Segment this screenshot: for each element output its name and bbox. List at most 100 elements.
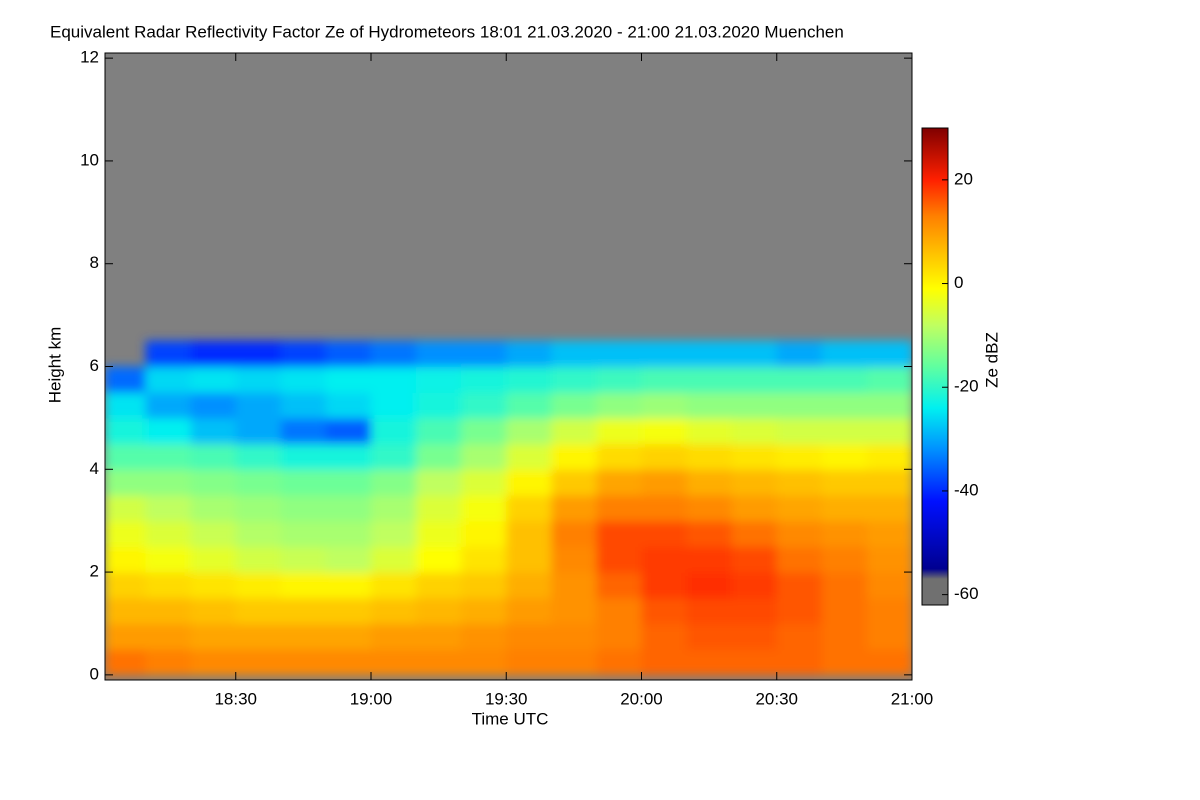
heatmap-cell (821, 494, 868, 522)
heatmap-cell (641, 572, 688, 599)
heatmap-cell (821, 572, 868, 599)
heatmap-cell (235, 340, 282, 368)
heatmap-cell (370, 520, 417, 547)
x-tick-label: 20:30 (755, 689, 798, 708)
heatmap-cell (686, 546, 733, 573)
heatmap-cell (145, 494, 192, 522)
heatmap-cell (105, 392, 147, 419)
heatmap-cell (370, 494, 417, 522)
heatmap-cell (416, 443, 462, 470)
colorbar-tick-label: 20 (954, 169, 973, 188)
heatmap-cell (731, 597, 778, 625)
heatmap-cell (105, 623, 147, 650)
heatmap-cell (461, 520, 507, 547)
heatmap-cell (416, 392, 462, 419)
heatmap-cell (821, 366, 868, 393)
heatmap-cell (461, 546, 507, 573)
colorbar-frame (921, 127, 949, 606)
heatmap-cell (866, 417, 912, 445)
heatmap-cell (145, 649, 192, 676)
heatmap-cell (596, 443, 643, 470)
chart-title: Equivalent Radar Reflectivity Factor Ze … (50, 22, 844, 41)
heatmap-cell (506, 520, 552, 547)
heatmap-cell (821, 443, 868, 470)
heatmap-cell (731, 494, 778, 522)
x-tick-label: 19:00 (350, 689, 393, 708)
heatmap-cell (641, 417, 688, 445)
heatmap-cell (686, 572, 733, 599)
heatmap-cell (731, 520, 778, 547)
heatmap-cell (235, 520, 282, 547)
heatmap-cell (145, 597, 192, 625)
heatmap-cell (416, 546, 462, 573)
heatmap-cell (866, 469, 912, 496)
y-tick-label: 4 (90, 459, 99, 478)
y-tick-label: 10 (80, 150, 99, 169)
heatmap-cell (776, 597, 823, 625)
heatmap-cell (866, 392, 912, 419)
heatmap-cell (731, 623, 778, 650)
heatmap-cell (641, 520, 688, 547)
heatmap-cell (190, 597, 237, 625)
heatmap-cell (370, 366, 417, 393)
heatmap-cell (190, 494, 237, 522)
heatmap-cell (235, 469, 282, 496)
heatmap-cell (596, 546, 643, 573)
heatmap-cell (235, 546, 282, 573)
heatmap-cell (506, 392, 552, 419)
heatmap-cell (145, 572, 192, 599)
heatmap-cell (596, 649, 643, 676)
heatmap-cell (551, 417, 598, 445)
heatmap-cell (145, 392, 192, 419)
heatmap-cell (190, 443, 237, 470)
heatmap-cell (821, 546, 868, 573)
x-axis-label: Time UTC (472, 709, 549, 728)
heatmap-cell (105, 572, 147, 599)
heatmap-cell (280, 494, 327, 522)
heatmap-cell (416, 597, 462, 625)
heatmap-cell (416, 572, 462, 599)
colorbar-label: Ze dBZ (982, 332, 1001, 388)
heatmap-cell (686, 417, 733, 445)
heatmap-cell (866, 572, 912, 599)
heatmap-cell (596, 366, 643, 393)
heatmap-cell (280, 572, 327, 599)
heatmap-cell (461, 494, 507, 522)
heatmap-cell (551, 623, 598, 650)
heatmap-cell (596, 572, 643, 599)
heatmap-cell (325, 494, 372, 522)
heatmap-cell (641, 366, 688, 393)
heatmap-cell (370, 443, 417, 470)
heatmap-cell (596, 623, 643, 650)
heatmap-cell (235, 443, 282, 470)
heatmap-cell (105, 469, 147, 496)
heatmap-cell (280, 520, 327, 547)
heatmap-cell (731, 572, 778, 599)
colorbar-tick-label: -40 (954, 480, 979, 499)
heatmap-cell (105, 649, 147, 676)
heatmap-cell (190, 520, 237, 547)
heatmap-cell (686, 340, 733, 368)
heatmap-cell (866, 340, 912, 368)
heatmap-cell (190, 546, 237, 573)
y-tick-label: 12 (80, 48, 99, 67)
heatmap-cell (235, 417, 282, 445)
heatmap-cell (235, 623, 282, 650)
y-tick-label: 2 (90, 562, 99, 581)
heatmap-cell (731, 443, 778, 470)
heatmap-cell (731, 469, 778, 496)
heatmap-cell (641, 649, 688, 676)
heatmap-cell (866, 649, 912, 676)
heatmap-cell (461, 597, 507, 625)
heatmap-cell (416, 494, 462, 522)
heatmap-cell (776, 340, 823, 368)
heatmap-cell (105, 546, 147, 573)
heatmap-cell (325, 546, 372, 573)
heatmap-cell (461, 469, 507, 496)
heatmap-cell (821, 649, 868, 676)
heatmap (105, 340, 912, 676)
heatmap-cell (776, 494, 823, 522)
heatmap-cell (506, 366, 552, 393)
heatmap-cell (821, 392, 868, 419)
heatmap-cell (506, 494, 552, 522)
